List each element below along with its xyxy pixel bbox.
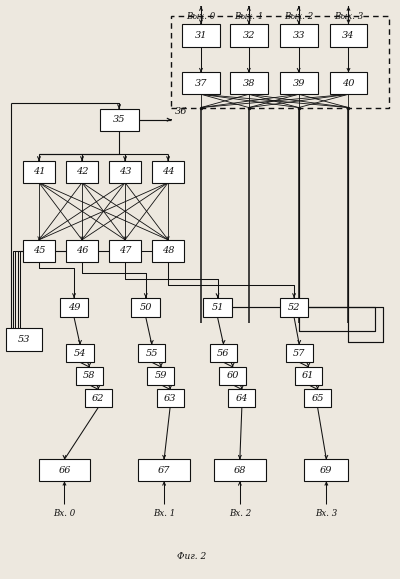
Text: Вых. 3: Вых. 3 [334, 12, 363, 21]
FancyBboxPatch shape [85, 390, 112, 408]
Text: 59: 59 [155, 371, 167, 380]
Text: 67: 67 [158, 466, 170, 475]
Text: 38: 38 [242, 79, 255, 88]
FancyBboxPatch shape [66, 161, 98, 182]
Text: 31: 31 [195, 31, 207, 40]
FancyBboxPatch shape [286, 345, 313, 362]
Text: 41: 41 [33, 167, 45, 176]
Text: 43: 43 [119, 167, 131, 176]
FancyBboxPatch shape [219, 367, 246, 385]
Text: 50: 50 [140, 303, 152, 312]
FancyBboxPatch shape [6, 328, 42, 351]
Text: 65: 65 [311, 394, 324, 403]
FancyBboxPatch shape [109, 240, 142, 262]
Text: 32: 32 [242, 31, 255, 40]
Text: 54: 54 [74, 349, 86, 358]
FancyBboxPatch shape [76, 367, 103, 385]
Text: 45: 45 [33, 246, 45, 255]
FancyBboxPatch shape [138, 345, 165, 362]
Text: 34: 34 [342, 31, 355, 40]
FancyBboxPatch shape [214, 459, 266, 481]
FancyBboxPatch shape [147, 367, 174, 385]
Text: 53: 53 [18, 335, 30, 345]
Text: Вх. 3: Вх. 3 [315, 509, 338, 518]
FancyBboxPatch shape [304, 459, 348, 481]
FancyBboxPatch shape [304, 390, 331, 408]
FancyBboxPatch shape [66, 240, 98, 262]
Text: 56: 56 [217, 349, 230, 358]
Text: Вх. 2: Вх. 2 [229, 509, 251, 518]
Text: 69: 69 [320, 466, 333, 475]
FancyBboxPatch shape [152, 240, 184, 262]
Text: 64: 64 [236, 394, 248, 403]
FancyBboxPatch shape [230, 24, 268, 47]
Text: Вых. 0: Вых. 0 [186, 12, 216, 21]
Text: 33: 33 [292, 31, 305, 40]
FancyBboxPatch shape [109, 161, 142, 182]
Text: Фиг. 2: Фиг. 2 [178, 552, 207, 561]
Text: 57: 57 [293, 349, 306, 358]
FancyBboxPatch shape [228, 390, 256, 408]
Text: 49: 49 [68, 303, 80, 312]
Text: 55: 55 [146, 349, 158, 358]
FancyBboxPatch shape [23, 240, 55, 262]
FancyBboxPatch shape [295, 367, 322, 385]
Bar [171, 16, 388, 108]
Text: 68: 68 [234, 466, 246, 475]
Text: 44: 44 [162, 167, 174, 176]
FancyBboxPatch shape [230, 72, 268, 94]
Text: 47: 47 [119, 246, 131, 255]
Text: 63: 63 [164, 394, 176, 403]
FancyBboxPatch shape [66, 345, 94, 362]
FancyBboxPatch shape [60, 298, 88, 317]
Text: 66: 66 [58, 466, 71, 475]
FancyBboxPatch shape [23, 161, 55, 182]
Text: 51: 51 [211, 303, 224, 312]
FancyBboxPatch shape [280, 72, 318, 94]
Text: 62: 62 [92, 394, 105, 403]
Text: 48: 48 [162, 246, 174, 255]
Text: 42: 42 [76, 167, 88, 176]
Text: Вх. 1: Вх. 1 [153, 509, 175, 518]
FancyBboxPatch shape [330, 72, 368, 94]
FancyBboxPatch shape [330, 24, 368, 47]
FancyBboxPatch shape [152, 161, 184, 182]
FancyBboxPatch shape [210, 345, 237, 362]
FancyBboxPatch shape [182, 24, 220, 47]
FancyBboxPatch shape [280, 298, 308, 317]
FancyBboxPatch shape [182, 72, 220, 94]
Text: 37: 37 [195, 79, 207, 88]
Text: 39: 39 [292, 79, 305, 88]
FancyBboxPatch shape [203, 298, 232, 317]
FancyBboxPatch shape [156, 390, 184, 408]
Text: 58: 58 [83, 371, 96, 380]
Text: Вх. 0: Вх. 0 [53, 509, 76, 518]
FancyBboxPatch shape [280, 24, 318, 47]
FancyBboxPatch shape [138, 459, 190, 481]
Text: 40: 40 [342, 79, 355, 88]
FancyBboxPatch shape [132, 298, 160, 317]
Text: 46: 46 [76, 246, 88, 255]
Text: 35: 35 [113, 115, 125, 124]
Text: 52: 52 [288, 303, 300, 312]
Text: 60: 60 [226, 371, 239, 380]
Text: Вых. 2: Вых. 2 [284, 12, 314, 21]
Text: 61: 61 [302, 371, 315, 380]
FancyBboxPatch shape [100, 109, 139, 131]
Text: Вых. 1: Вых. 1 [234, 12, 264, 21]
FancyBboxPatch shape [38, 459, 90, 481]
Text: 36: 36 [174, 107, 187, 116]
